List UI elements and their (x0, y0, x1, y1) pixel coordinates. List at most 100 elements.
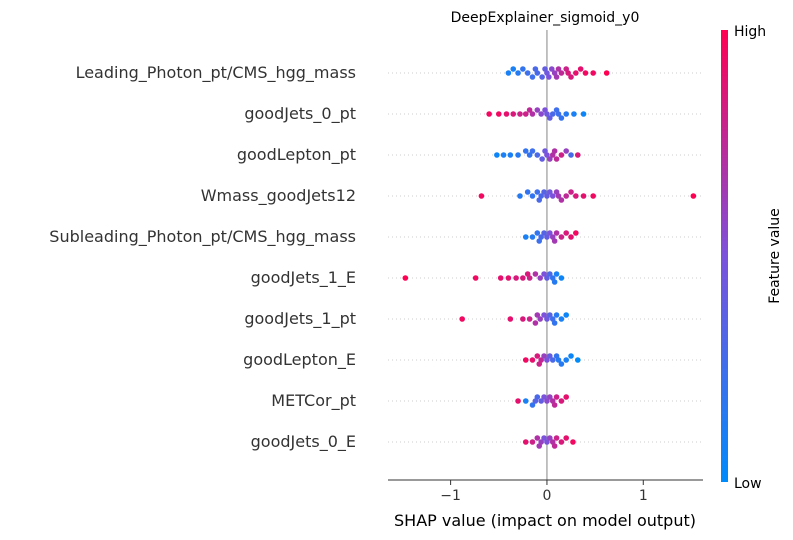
shap-point (507, 316, 514, 322)
shap-point (548, 66, 555, 72)
shap-point (534, 189, 541, 195)
shap-point (510, 66, 517, 72)
shap-point (547, 271, 553, 277)
x-tick-label: 0 (542, 488, 551, 504)
colorbar-high-label: High (734, 24, 766, 40)
shap-point (571, 111, 577, 117)
feature-label: goodJets_1_E (251, 268, 356, 288)
shap-point (570, 439, 576, 445)
shap-point (553, 394, 560, 400)
shap-point (505, 275, 512, 281)
shap-point (539, 156, 545, 162)
shap-point (558, 152, 565, 158)
shap-point (534, 230, 541, 236)
shap-point (522, 234, 529, 240)
shap-point (529, 402, 536, 408)
shap-point (555, 111, 562, 117)
shap-point (478, 193, 485, 199)
shap-point (494, 152, 500, 158)
shap-point (529, 74, 536, 80)
shap-point (532, 271, 539, 277)
shap-point (558, 398, 565, 404)
shap-point (544, 316, 550, 322)
shap-point (513, 275, 519, 281)
shap-point (529, 357, 536, 363)
shap-point (524, 271, 531, 277)
shap-point (690, 193, 697, 199)
shap-point (563, 357, 570, 363)
shap-point (590, 193, 596, 199)
shap-point (558, 70, 565, 76)
shap-point (555, 193, 562, 199)
shap-point (541, 189, 547, 195)
shap-point (603, 70, 610, 76)
shap-point (582, 70, 589, 76)
x-ticks: −1 0 1 (440, 480, 648, 504)
shap-point (544, 152, 550, 158)
shap-point (541, 271, 547, 277)
shap-point (558, 197, 565, 203)
shap-point (551, 238, 558, 244)
shap-point (520, 275, 526, 281)
shap-point (558, 439, 565, 445)
shap-point (553, 74, 560, 80)
shap-point (558, 361, 565, 367)
colorbar-title: Feature value (767, 208, 783, 304)
shap-point (573, 70, 579, 76)
shap-point (505, 70, 512, 76)
shap-point (537, 316, 544, 322)
shap-point (526, 107, 533, 113)
shap-point (522, 111, 529, 117)
shap-point (573, 193, 579, 199)
chart-title: DeepExplainer_sigmoid_y0 (451, 10, 640, 26)
shap-point (563, 193, 570, 199)
shap-point (553, 435, 560, 441)
shap-point (522, 398, 529, 404)
x-axis-label: SHAP value (impact on model output) (394, 511, 696, 530)
shap-point (590, 70, 596, 76)
x-tick-label: 1 (639, 488, 648, 504)
shap-point (534, 435, 541, 441)
shap-point (553, 230, 560, 236)
shap-point (532, 398, 539, 404)
shap-point (529, 148, 536, 154)
shap-point (515, 398, 521, 404)
shap-point (486, 111, 492, 117)
shap-point (544, 193, 550, 199)
shap-point (553, 271, 560, 277)
shap-point (573, 230, 579, 236)
feature-labels: Leading_Photon_pt/CMS_hgg_mass goodJets_0… (49, 63, 356, 452)
feature-label: goodLepton_pt (237, 145, 356, 165)
feature-label: goodJets_0_pt (244, 104, 356, 124)
shap-point (563, 148, 570, 154)
shap-point (551, 320, 558, 326)
shap-point (402, 275, 409, 281)
shap-point (549, 357, 556, 363)
shap-point (536, 361, 543, 367)
shap-point (563, 111, 570, 117)
shap-point (522, 439, 529, 445)
shap-point (555, 357, 562, 363)
shap-point (558, 316, 565, 322)
shap-point (558, 115, 565, 121)
shap-point (495, 111, 502, 117)
shap-point (522, 148, 529, 154)
shap-point (536, 197, 543, 203)
shap-point (544, 234, 550, 240)
shap-point (539, 74, 545, 80)
feature-label: goodJets_1_pt (244, 309, 356, 329)
shap-point (544, 275, 550, 281)
shap-point (544, 398, 550, 404)
shap-point (538, 111, 544, 117)
shap-point (459, 316, 465, 322)
shap-point (555, 66, 562, 72)
shap-point (537, 275, 544, 281)
shap-point (524, 70, 531, 76)
shap-point (547, 156, 553, 162)
shap-point (547, 394, 553, 400)
shap-point (568, 234, 574, 240)
shap-point (551, 402, 558, 408)
x-tick-label: −1 (440, 488, 461, 504)
shap-point (536, 238, 543, 244)
